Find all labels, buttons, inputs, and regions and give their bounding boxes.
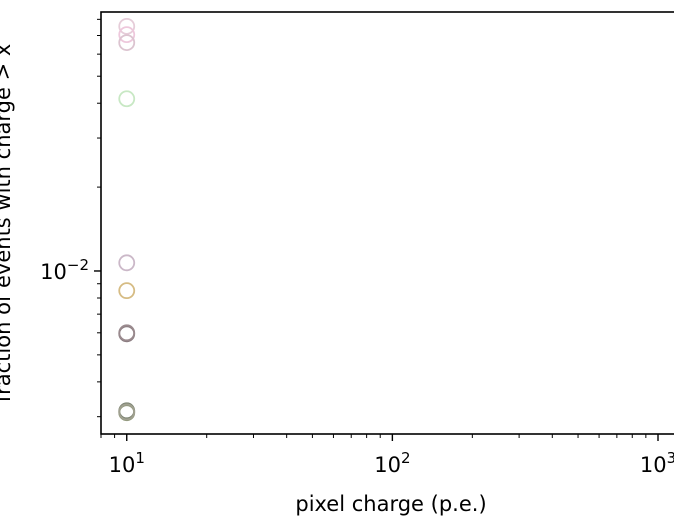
plot-frame [100, 11, 674, 435]
data-point [118, 17, 136, 35]
data-points [118, 17, 136, 422]
data-point [118, 324, 136, 342]
data-point [118, 26, 136, 44]
x-tick-label: 102 [374, 449, 410, 477]
data-point [118, 254, 136, 272]
axis-ticks: 101 102 103 10−2 [40, 18, 674, 477]
x-axis-label: pixel charge (p.e.) [295, 492, 486, 516]
data-point [118, 34, 136, 52]
x-tick-label: 103 [640, 449, 674, 477]
data-point [118, 90, 136, 108]
data-point [118, 403, 136, 421]
y-tick-label: 10−2 [40, 256, 89, 284]
y-axis-label: fraction of events with charge > x [0, 44, 15, 403]
data-point [118, 282, 136, 300]
x-tick-label: 101 [109, 449, 145, 477]
